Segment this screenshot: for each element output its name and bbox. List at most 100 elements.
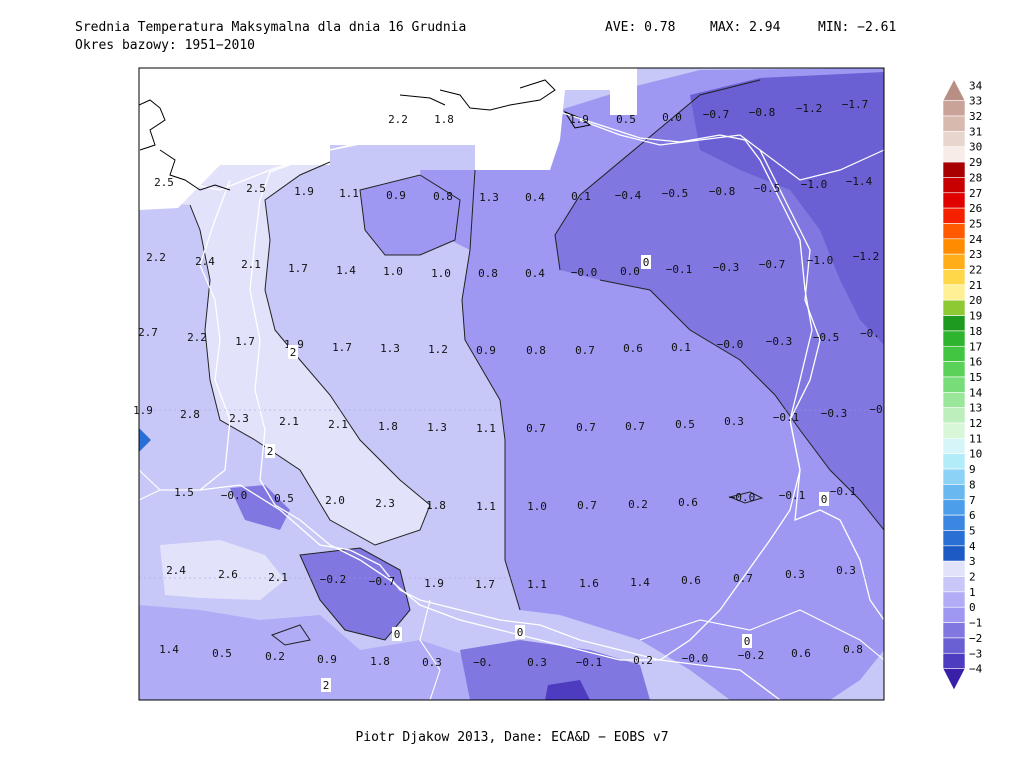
colorbar-label: 9 [969,463,976,476]
colorbar-label: 15 [969,371,982,384]
eastern-border [579,119,884,621]
grid-value-label: 1.3 [427,421,447,434]
grid-value-label: 0.9 [476,344,496,357]
map-title: Srednia Temperatura Maksymalna dla dnia … [75,20,467,35]
colorbar-swatch [942,223,966,240]
grid-value-label: −1.7 [842,98,869,111]
contour-label-text: 0 [643,256,650,269]
colorbar-label: 22 [969,264,982,277]
colorbar-swatch [942,361,966,378]
grid-value-label: 0.4 [525,191,545,204]
colorbar-swatch [942,161,966,178]
map-frame [138,67,885,701]
grid-value-label: 1.4 [630,576,650,589]
grid-value-label: 1.0 [431,267,451,280]
maximum-stat: MAX: 2.94 [710,20,781,35]
grid-value-label: 1.3 [479,191,499,204]
colorbar-swatch [942,453,966,470]
grid-value-label: −1.2 [853,250,880,263]
grid-value-label: −0.3 [821,407,848,420]
grid-value-label: 0.6 [623,342,643,355]
band-minus-two-east [690,72,884,345]
grid-value-label: 0.9 [317,653,337,666]
colorbar-label: 31 [969,125,982,138]
grid-value-label: 2.2 [388,113,408,126]
colorbar-swatch [942,622,966,639]
contour-label-box [321,678,331,692]
minimum-stat: MIN: −2.61 [818,20,897,35]
grid-value-label: 2.3 [375,497,395,510]
grid-value-label: 1.1 [527,578,547,591]
contour-label-text: 2 [323,679,330,692]
grid-value-label: 1.2 [428,343,448,356]
colorbar-swatch [942,591,966,608]
colorbar-label: 27 [969,187,982,200]
grid-value-label: −0.0 [221,489,248,502]
colorbar-swatch [942,407,966,424]
contour-label: 0 [742,634,752,648]
contour-label-box [288,345,298,359]
grid-value-label: 1.9 [569,113,589,126]
colorbar-label: 19 [969,310,982,323]
grid-value-label: 0.8 [843,643,863,656]
grid-value-label: −0.8 [749,106,776,119]
band-cold-patch-west [230,485,290,530]
colorbar-swatch [942,78,966,101]
colorbar-label: 20 [969,294,982,307]
colorbar-label: 33 [969,95,982,108]
colorbar-swatch [942,484,966,501]
grid-value-label: 0.7 [577,499,597,512]
danish-coast [139,99,166,151]
west-edge-border [139,469,161,501]
grid-value-label: −0.5 [754,182,781,195]
grid-value-label: 1.7 [288,262,308,275]
grid-value-label: 1.0 [383,265,403,278]
band-cold-sudetes [300,548,410,640]
grid-value-label: 0.3 [527,656,547,669]
contour-labels: 0 2 2 0 0 0 0 2 [265,255,829,692]
grid-value-label: 1.5 [174,486,194,499]
grid-value-label: 0.9 [386,189,406,202]
grid-value-label: −0.1 [830,485,857,498]
contour-label: 0 [392,627,402,641]
grid-value-label: −0.0 [571,266,598,279]
colorbar-swatch [942,131,966,148]
grid-value-label: −0. [473,656,493,669]
grid-value-label: −1.0 [807,254,834,267]
grid-value-label: 0.0 [620,265,640,278]
contour-0-east [599,279,884,531]
contour-2 [189,161,431,546]
grid-value-label: 1.8 [434,113,454,126]
colorbar-label: 32 [969,110,982,123]
grid-value-label: 2.1 [268,571,288,584]
grid-value-label: −0.0 [682,652,709,665]
colorbar-swatch [942,545,966,562]
grid-value-label: −1.2 [796,102,823,115]
contour-label-box [265,444,275,458]
grid-value-label: 1.8 [378,420,398,433]
grid-value-label: 2.2 [187,331,207,344]
grid-value-label: −0.2 [738,649,765,662]
grid-value-label: 1.9 [294,185,314,198]
color-legend: 3433323130292827262524232221201918171615… [942,78,983,691]
contour-label-box [392,627,402,641]
contour-label-box [515,625,525,639]
colorbar-label: 13 [969,402,982,415]
grid-value-label: 0.0 [662,111,682,124]
contour-label-text: 0 [821,493,828,506]
grid-value-label: 1.7 [475,578,495,591]
colorbar-swatch [942,253,966,270]
grid-value-label: 2.2 [146,251,166,264]
contour-small-east [728,491,764,504]
grid-value-label: 0.8 [526,344,546,357]
contour-label-text: 0 [517,626,524,639]
grid-value-label: 1.9 [424,577,444,590]
oland-island [563,110,592,129]
grid-value-label: −0.7 [703,108,730,121]
northeast-border [759,149,884,181]
colorbar-swatch [942,315,966,332]
grid-value-label: 1.8 [426,499,446,512]
colorbar-swatch [942,100,966,117]
grid-value-label: 1.3 [380,342,400,355]
contour-label-text: 0 [744,635,751,648]
